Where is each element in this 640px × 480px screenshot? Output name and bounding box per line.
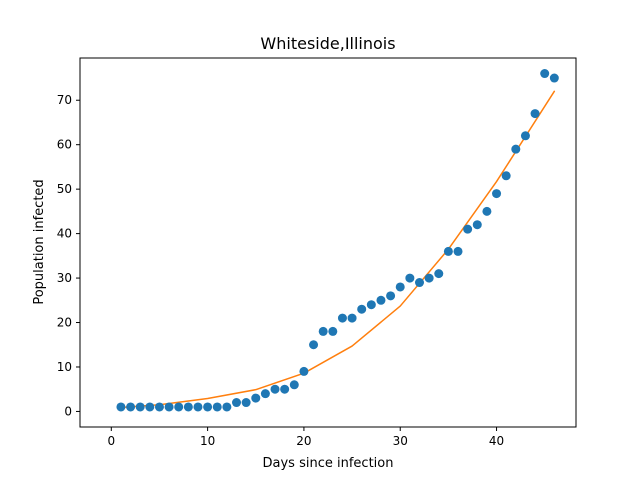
data-point-11 xyxy=(212,402,222,412)
data-point-35 xyxy=(443,246,453,256)
data-point-39 xyxy=(482,206,492,216)
data-point-8 xyxy=(183,402,193,412)
data-point-19 xyxy=(289,380,299,390)
data-point-30 xyxy=(395,282,405,292)
x-tick-label-40: 40 xyxy=(489,434,504,448)
data-point-32 xyxy=(415,278,424,288)
x-tick-label-10: 10 xyxy=(200,434,215,448)
data-point-14 xyxy=(241,398,251,408)
data-point-22 xyxy=(318,326,328,336)
y-axis-label: Population infected xyxy=(32,179,47,304)
y-tick-label-60: 60 xyxy=(57,138,72,152)
data-point-25 xyxy=(347,313,357,323)
data-point-46 xyxy=(549,73,559,83)
data-point-41 xyxy=(501,171,511,181)
data-point-29 xyxy=(386,291,396,301)
data-point-23 xyxy=(328,326,338,336)
data-point-44 xyxy=(530,109,540,119)
data-point-12 xyxy=(222,402,232,412)
data-point-33 xyxy=(424,273,434,283)
y-tick-label-20: 20 xyxy=(57,316,72,330)
data-point-13 xyxy=(232,398,241,408)
data-point-1 xyxy=(116,402,126,412)
data-point-9 xyxy=(193,402,203,412)
plot-area xyxy=(116,69,559,412)
data-point-17 xyxy=(270,384,280,394)
data-point-24 xyxy=(337,313,347,323)
data-point-2 xyxy=(126,402,136,412)
data-point-20 xyxy=(299,366,309,376)
data-point-26 xyxy=(357,304,367,314)
data-point-5 xyxy=(154,402,164,412)
data-point-18 xyxy=(280,384,290,394)
data-point-16 xyxy=(260,389,270,399)
y-tick-label-0: 0 xyxy=(64,404,72,418)
data-point-4 xyxy=(145,402,155,412)
data-point-31 xyxy=(405,273,415,283)
data-point-34 xyxy=(434,269,444,279)
axis-ticks: 0 10 20 30 40 0 10 20 30 40 50 60 70 xyxy=(57,93,504,448)
y-tick-label-30: 30 xyxy=(57,271,72,285)
x-axis-label: Days since infection xyxy=(263,456,394,471)
data-point-21 xyxy=(309,340,319,350)
data-point-38 xyxy=(472,220,482,230)
data-point-28 xyxy=(376,295,386,305)
data-point-40 xyxy=(492,189,502,199)
data-point-37 xyxy=(463,224,473,234)
data-point-43 xyxy=(520,131,530,141)
fit-line-series-1 xyxy=(120,90,556,409)
data-point-36 xyxy=(453,246,463,256)
data-point-3 xyxy=(135,402,145,412)
data-point-42 xyxy=(511,144,521,154)
y-tick-label-10: 10 xyxy=(57,360,72,374)
data-point-15 xyxy=(251,393,261,403)
chart-title: Whiteside,Illinois xyxy=(260,34,395,53)
x-tick-label-0: 0 xyxy=(107,434,115,448)
data-point-7 xyxy=(174,402,184,412)
y-tick-label-40: 40 xyxy=(57,227,72,241)
plot-frame xyxy=(79,57,577,428)
x-tick-label-20: 20 xyxy=(296,434,311,448)
y-tick-label-50: 50 xyxy=(57,182,72,196)
data-point-45 xyxy=(540,69,550,79)
data-point-27 xyxy=(366,300,376,310)
data-point-10 xyxy=(203,402,213,412)
y-tick-label-70: 70 xyxy=(57,93,72,107)
x-tick-label-30: 30 xyxy=(393,434,408,448)
data-point-6 xyxy=(164,402,174,412)
